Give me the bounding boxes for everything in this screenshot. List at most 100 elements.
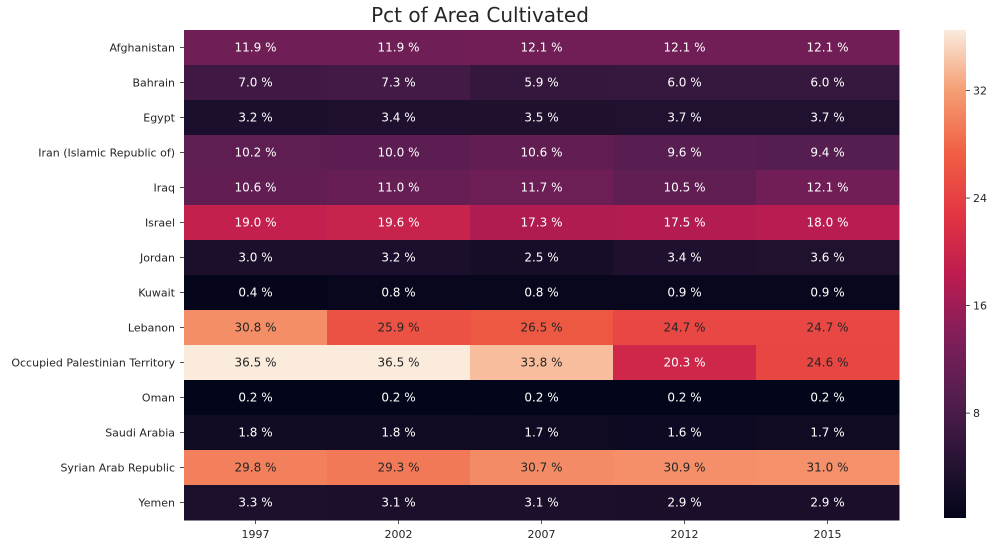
cell-value-label: 3.7 % xyxy=(667,111,701,125)
heatmap-cell xyxy=(184,450,328,486)
row-label: Saudi Arabia xyxy=(105,427,175,440)
cell-value-label: 29.8 % xyxy=(235,461,277,475)
heatmap-cell xyxy=(470,310,614,346)
heatmap-cell xyxy=(470,415,614,451)
heatmap-cell xyxy=(756,135,900,171)
cell-value-label: 19.6 % xyxy=(378,216,420,230)
heatmap-cell xyxy=(184,310,328,346)
cell-value-label: 10.2 % xyxy=(235,146,277,160)
cell-value-label: 11.0 % xyxy=(378,181,420,195)
cell-value-label: 24.7 % xyxy=(807,321,849,335)
heatmap-cell xyxy=(613,240,757,276)
heatmap-cell xyxy=(756,450,900,486)
cell-value-label: 5.9 % xyxy=(524,76,558,90)
colorbar: 8 16 24 32 xyxy=(944,30,987,518)
heatmap-cell xyxy=(613,310,757,346)
colorbar-tick-label: 8 xyxy=(973,407,980,420)
cell-value-label: 3.3 % xyxy=(238,496,272,510)
colorbar-tick-label: 16 xyxy=(973,300,987,313)
colorbar-gradient xyxy=(944,30,966,518)
cell-value-label: 36.5 % xyxy=(235,356,277,370)
cell-value-label: 3.7 % xyxy=(810,111,844,125)
cell-value-label: 0.8 % xyxy=(524,286,558,300)
cell-value-label: 2.5 % xyxy=(524,251,558,265)
heatmap-cell xyxy=(470,205,614,241)
cell-value-label: 0.9 % xyxy=(667,286,701,300)
cell-value-label: 0.2 % xyxy=(381,391,415,405)
cell-value-label: 12.1 % xyxy=(807,181,849,195)
cell-value-label: 24.7 % xyxy=(664,321,706,335)
heatmap-cell xyxy=(327,485,471,521)
cell-value-label: 11.9 % xyxy=(235,41,277,55)
heatmap-cell xyxy=(327,275,471,311)
cell-value-label: 6.0 % xyxy=(810,76,844,90)
heatmap-cell xyxy=(756,205,900,241)
heatmap-cell xyxy=(756,275,900,311)
cell-value-label: 30.8 % xyxy=(235,321,277,335)
column-label: 2015 xyxy=(814,528,842,541)
cell-value-label: 3.2 % xyxy=(238,111,272,125)
heatmap-cell xyxy=(327,415,471,451)
heatmap-cell xyxy=(470,485,614,521)
heatmap-cell xyxy=(756,170,900,206)
heatmap-cell xyxy=(327,310,471,346)
heatmap-cell xyxy=(327,205,471,241)
heatmap-cell xyxy=(470,65,614,101)
heatmap-cell xyxy=(470,380,614,416)
heatmap-cell xyxy=(184,240,328,276)
cell-value-label: 19.0 % xyxy=(235,216,277,230)
colorbar-tick-label: 32 xyxy=(973,84,987,97)
cell-value-label: 7.3 % xyxy=(381,76,415,90)
column-labels: 1997 2002 2007 2012 2015 xyxy=(242,520,842,541)
column-label: 2012 xyxy=(671,528,699,541)
heatmap-cell xyxy=(613,345,757,381)
heatmap-cell xyxy=(184,345,328,381)
heatmap-cell xyxy=(327,135,471,171)
cell-value-label: 31.0 % xyxy=(807,461,849,475)
heatmap-cell xyxy=(613,380,757,416)
cell-value-label: 0.2 % xyxy=(667,391,701,405)
heatmap-cell xyxy=(756,345,900,381)
heatmap-cell xyxy=(756,240,900,276)
heatmap-cell xyxy=(470,100,614,136)
heatmap-cell xyxy=(184,170,328,206)
row-label: Iraq xyxy=(154,182,176,195)
cell-value-label: 10.6 % xyxy=(521,146,563,160)
heatmap-cells: 11.9 % 11.9 % 12.1 % 12.1 % 12.1 % 7.0 % 7.3 %… xyxy=(184,30,900,521)
cell-value-label: 0.8 % xyxy=(381,286,415,300)
cell-value-label: 0.4 % xyxy=(238,286,272,300)
heatmap-cell xyxy=(184,30,328,66)
heatmap-cell xyxy=(613,415,757,451)
cell-value-label: 7.0 % xyxy=(238,76,272,90)
heatmap-cell xyxy=(327,345,471,381)
heatmap-cell xyxy=(613,205,757,241)
heatmap-cell xyxy=(756,100,900,136)
row-label: Yemen xyxy=(138,497,176,510)
cell-value-label: 1.8 % xyxy=(381,426,415,440)
heatmap-cell xyxy=(470,135,614,171)
heatmap-cell xyxy=(756,310,900,346)
cell-value-label: 3.1 % xyxy=(524,496,558,510)
heatmap-cell xyxy=(470,450,614,486)
heatmap-cell xyxy=(184,135,328,171)
heatmap-cell xyxy=(184,205,328,241)
column-label: 2002 xyxy=(385,528,413,541)
row-label: Syrian Arab Republic xyxy=(60,462,175,475)
heatmap-cell xyxy=(327,65,471,101)
cell-value-label: 0.2 % xyxy=(238,391,272,405)
cell-value-label: 12.1 % xyxy=(807,41,849,55)
heatmap-cell xyxy=(613,170,757,206)
row-label: Occupied Palestinian Territory xyxy=(11,357,175,370)
heatmap-cell xyxy=(184,415,328,451)
heatmap-cell xyxy=(470,170,614,206)
heatmap-cell xyxy=(613,135,757,171)
heatmap-cell xyxy=(613,65,757,101)
heatmap-cell xyxy=(184,65,328,101)
cell-value-label: 30.7 % xyxy=(521,461,563,475)
cell-value-label: 24.6 % xyxy=(807,356,849,370)
row-label: Afghanistan xyxy=(110,42,176,55)
cell-value-label: 11.9 % xyxy=(378,41,420,55)
cell-value-label: 3.2 % xyxy=(381,251,415,265)
row-label: Egypt xyxy=(143,112,175,125)
